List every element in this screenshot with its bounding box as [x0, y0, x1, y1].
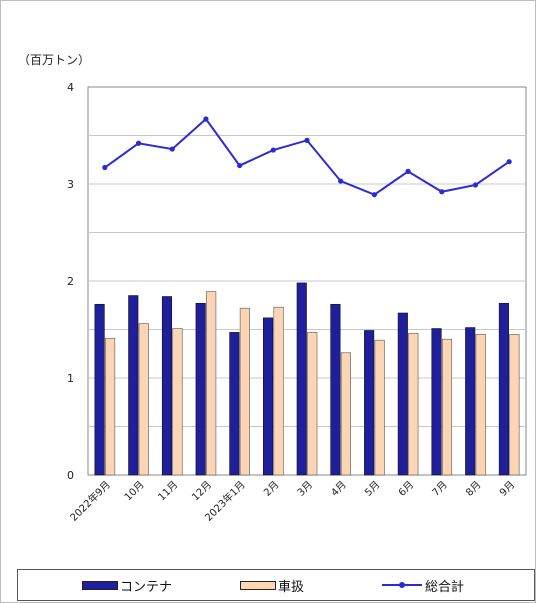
bar-container	[364, 330, 375, 476]
legend-swatch-container	[82, 580, 118, 590]
y-tick-labels: 0 1 2 3 4	[67, 81, 74, 482]
legend-label-container: コンテナ	[120, 579, 173, 595]
legend-swatch-car	[240, 580, 276, 590]
x-tick-label: 3月	[295, 479, 315, 499]
total-line	[102, 116, 512, 198]
bar-car	[374, 339, 385, 476]
total-point	[270, 147, 276, 153]
y-tick-label: 3	[67, 178, 74, 191]
total-point	[439, 189, 445, 195]
gridlines	[88, 135, 526, 427]
x-tick-label: 2022年9月	[67, 478, 113, 524]
y-tick-label: 2	[67, 275, 74, 288]
bar-car	[273, 306, 284, 476]
total-point	[371, 192, 377, 198]
x-tick-label: 12月	[189, 479, 214, 504]
total-point	[472, 182, 479, 188]
total-point	[203, 116, 209, 122]
total-point	[506, 159, 512, 165]
x-tick-label: 5月	[362, 479, 382, 499]
legend-swatch-total	[382, 580, 422, 590]
bar-car	[138, 323, 149, 476]
bar-container	[195, 303, 206, 476]
y-tick-label: 1	[67, 372, 74, 385]
bar-car	[239, 307, 250, 476]
bar-car	[340, 352, 351, 476]
total-point	[169, 146, 175, 152]
x-tick-label: 11月	[156, 479, 181, 504]
x-tick-label: 9月	[497, 479, 517, 499]
total-point	[338, 178, 344, 184]
bar-container	[263, 317, 274, 476]
y-tick-label: 4	[67, 81, 74, 94]
x-tick-label: 8月	[464, 479, 484, 499]
total-point	[237, 162, 243, 169]
legend-item-container: コンテナ	[82, 577, 173, 595]
bar-car	[307, 332, 318, 476]
x-tick-label: 4月	[329, 479, 349, 499]
bar-car	[509, 334, 520, 476]
legend-label-total: 総合計	[425, 579, 465, 595]
y-axis-unit-label: （百万トン）	[18, 53, 91, 67]
bar-container	[128, 295, 139, 476]
legend: コンテナ 車扱 総合計	[17, 569, 535, 601]
bar-container	[431, 328, 442, 476]
bar-container	[296, 282, 307, 476]
bar-car	[206, 291, 217, 476]
bars	[94, 282, 520, 476]
bar-container	[161, 296, 173, 476]
total-point	[135, 140, 142, 146]
bar-car	[172, 328, 183, 476]
x-tick-label: 2月	[261, 479, 281, 499]
bar-container	[397, 312, 408, 476]
x-tick-label: 7月	[430, 479, 450, 499]
x-tick-label: 10月	[122, 479, 147, 504]
bar-container	[465, 327, 476, 476]
bar-car	[441, 338, 453, 476]
total-point	[304, 137, 310, 143]
bar-container	[330, 303, 341, 476]
bar-container	[229, 332, 240, 476]
total-point	[102, 164, 108, 171]
bar-car	[475, 334, 486, 476]
legend-label-car: 車扱	[278, 579, 305, 595]
legend-item-car: 車扱	[240, 577, 305, 595]
legend-item-total: 総合計	[382, 577, 465, 595]
bar-car	[408, 333, 419, 476]
bar-container	[94, 303, 105, 476]
bar-container	[498, 303, 509, 476]
total-point	[405, 168, 411, 174]
y-tick-label: 0	[67, 469, 74, 482]
x-tick-label: 6月	[396, 479, 416, 499]
bar-car	[105, 337, 116, 476]
